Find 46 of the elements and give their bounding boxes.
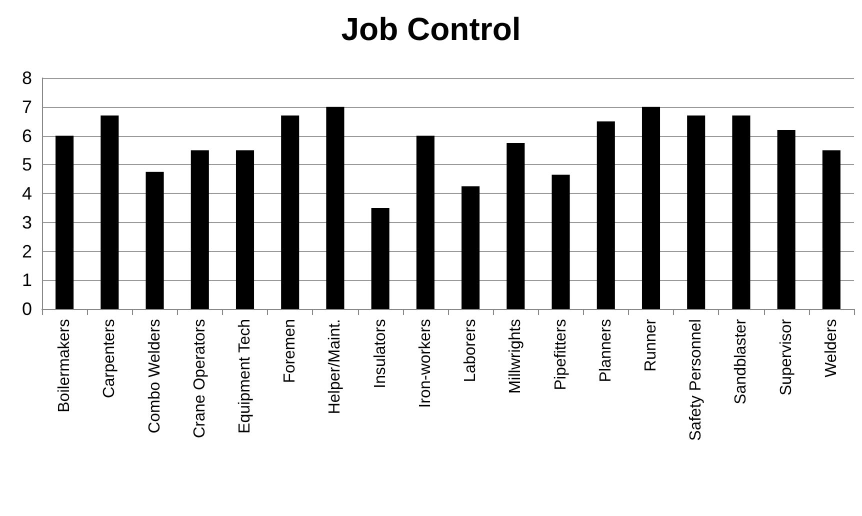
bar xyxy=(326,106,344,309)
x-tick-label: Crane Operators xyxy=(191,319,208,438)
bar xyxy=(687,116,706,309)
y-tick-label: 3 xyxy=(22,212,32,232)
y-tick-label: 4 xyxy=(22,184,32,204)
bar xyxy=(732,116,750,309)
x-tick-label: Runner xyxy=(642,318,660,372)
x-tick-label: Helper/Maint. xyxy=(326,319,344,414)
y-tick-label: 5 xyxy=(22,154,32,175)
x-tick-label: Sandblaster xyxy=(732,318,750,404)
y-tick-label: 6 xyxy=(22,126,32,146)
bar xyxy=(100,116,119,309)
bar xyxy=(777,130,796,309)
x-tick-label: Insulators xyxy=(372,319,389,388)
bar xyxy=(56,136,74,309)
x-tick-label: Laborers xyxy=(462,319,480,382)
y-tick-label: 1 xyxy=(22,270,32,290)
bar xyxy=(552,174,570,309)
x-tick-label: Millwrights xyxy=(507,319,524,394)
bar xyxy=(822,150,840,309)
x-tick-label: Boilermakers xyxy=(56,319,74,412)
y-tick-label: 7 xyxy=(22,96,32,117)
bar xyxy=(506,142,525,309)
x-tick-label: Planners xyxy=(597,319,614,382)
bar xyxy=(146,172,164,309)
bar xyxy=(371,208,390,309)
y-tick-label: 0 xyxy=(22,299,32,319)
x-tick-label: Iron-workers xyxy=(416,319,434,408)
bar xyxy=(236,150,254,309)
bar xyxy=(190,150,209,309)
x-tick-label: Combo Welders xyxy=(146,319,164,434)
x-tick-label: Carpenters xyxy=(101,319,118,398)
bar xyxy=(416,136,434,309)
x-tick-label: Welders xyxy=(822,319,840,378)
bar xyxy=(462,186,480,309)
y-tick-label: 2 xyxy=(22,241,32,262)
x-tick-label: Foremen xyxy=(282,319,299,384)
x-tick-label: Pipefitters xyxy=(552,319,570,390)
bar xyxy=(642,106,660,309)
x-tick-label: Safety Personnel xyxy=(688,319,705,441)
y-tick-label: 8 xyxy=(22,68,32,88)
chart-title: Job Control xyxy=(341,11,521,47)
bar xyxy=(281,116,300,309)
bar xyxy=(596,121,615,309)
x-tick-label: Supervisor xyxy=(778,318,795,396)
x-tick-label: Equipment Tech xyxy=(236,319,254,434)
